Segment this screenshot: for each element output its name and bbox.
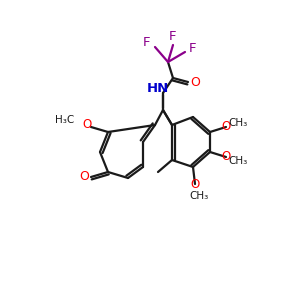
Text: O: O [190, 178, 200, 190]
Text: CH₃: CH₃ [228, 118, 248, 128]
Text: F: F [189, 43, 197, 56]
Text: O: O [221, 151, 231, 164]
Text: F: F [169, 29, 177, 43]
Text: O: O [79, 170, 89, 184]
Text: CH₃: CH₃ [189, 191, 208, 201]
Text: F: F [143, 35, 151, 49]
Text: O: O [82, 118, 91, 131]
Text: H₃C: H₃C [55, 115, 74, 125]
Text: O: O [221, 121, 231, 134]
Text: O: O [190, 76, 200, 88]
Text: CH₃: CH₃ [228, 156, 248, 166]
Text: HN: HN [147, 82, 169, 95]
